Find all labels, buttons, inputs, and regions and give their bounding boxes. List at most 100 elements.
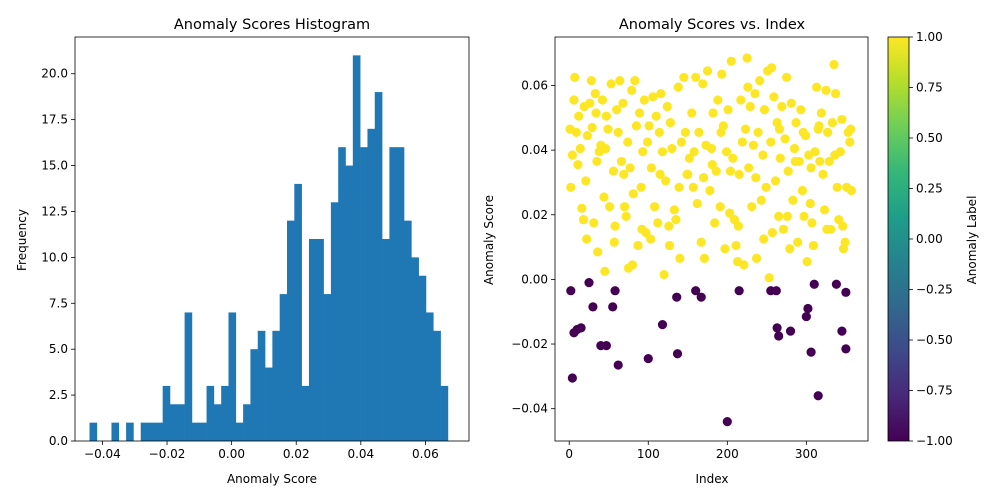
scatter-point-anomaly	[801, 311, 811, 322]
histogram-bar	[433, 330, 441, 441]
histogram-bar	[140, 422, 149, 441]
scatter-point-normal	[671, 215, 681, 225]
scatter-point-normal	[659, 269, 669, 280]
colorbar-tick-label: 0.25	[916, 182, 943, 196]
scatter-point-normal	[687, 108, 697, 118]
histogram-x-ticks: −0.04 −0.02 0.00 0.02 0.04 0.06	[84, 441, 439, 461]
scatter-point-normal	[837, 114, 847, 125]
colorbar-ticks: −1.00 −0.75 −0.50 −0.25 0.00 0.25 0.50 0.75 1.00	[909, 30, 953, 448]
scatter-point-normal	[783, 166, 793, 176]
scatter-point-normal	[628, 189, 638, 199]
histogram-bar	[250, 349, 259, 441]
y-tick-label: −0.04	[511, 402, 548, 416]
y-tick-label: 0.02	[521, 208, 548, 222]
scatter-point-normal	[591, 108, 601, 118]
scatter-point-normal	[717, 69, 727, 79]
x-tick-label: 0.04	[347, 447, 374, 461]
scatter-point-normal	[566, 182, 576, 192]
scatter-point-anomaly	[696, 292, 706, 302]
scatter-point-normal	[698, 79, 708, 89]
scatter-point-normal	[840, 237, 850, 247]
scatter-point-normal	[599, 192, 609, 202]
scatter-point-normal	[608, 166, 619, 176]
histogram-bar	[279, 294, 288, 441]
x-tick-label: 100	[637, 447, 660, 461]
histogram-bar	[396, 147, 405, 441]
scatter-point-normal	[759, 105, 770, 115]
scatter-point-normal	[600, 266, 610, 276]
histogram-bar	[367, 128, 376, 441]
scatter-point-normal	[654, 127, 664, 137]
scatter-point-anomaly	[841, 287, 851, 297]
scatter-point-normal	[706, 143, 717, 154]
scatter-point-anomaly	[837, 326, 847, 336]
scatter-point-normal	[606, 79, 616, 89]
histogram-bar	[89, 422, 98, 441]
scatter-point-normal	[615, 76, 625, 86]
scatter-point-normal	[573, 160, 583, 170]
scatter-point-anomaly	[809, 279, 819, 289]
scatter-point-normal	[775, 153, 785, 163]
scatter-point-normal	[710, 218, 720, 228]
scatter-point-normal	[780, 134, 790, 144]
scatter-point-normal	[810, 147, 820, 157]
scatter-point-normal	[793, 237, 803, 247]
scatter-point-normal	[743, 82, 753, 92]
scatter-point-anomaly	[691, 286, 701, 296]
scatter-point-normal	[699, 253, 709, 263]
scatter-point-normal	[805, 198, 815, 209]
scatter-point-normal	[653, 218, 663, 228]
y-tick-label: 0.06	[521, 78, 548, 92]
scatter-point-anomaly	[643, 353, 653, 364]
scatter-point-normal	[574, 111, 584, 121]
scatter-point-normal	[818, 169, 828, 179]
y-tick-label: 7.5	[49, 296, 68, 310]
histogram-bar	[411, 257, 419, 441]
scatter-point-normal	[604, 202, 615, 212]
scatter-point-normal	[764, 273, 774, 283]
scatter-point-normal	[636, 182, 646, 192]
scatter-point-normal	[761, 182, 771, 192]
histogram-bar	[323, 294, 332, 441]
scatter-point-anomaly	[567, 373, 577, 383]
scatter-point-normal	[675, 253, 685, 263]
scatter-point-normal	[725, 166, 736, 176]
scatter-point-normal	[702, 66, 713, 76]
scatter-point-normal	[665, 118, 676, 128]
x-tick-label: 200	[716, 447, 739, 461]
scatter-point-anomaly	[672, 349, 683, 359]
scatter-point-normal	[728, 153, 738, 163]
scatter-point-normal	[662, 101, 672, 112]
scatter-points	[565, 53, 857, 427]
scatter-point-normal	[815, 156, 825, 167]
scatter-point-anomaly	[813, 391, 823, 401]
histogram-bar	[126, 422, 134, 441]
histogram-bar	[177, 404, 185, 441]
colorbar-gradient	[887, 36, 910, 442]
histogram-bar	[316, 239, 324, 441]
scatter-point-normal	[747, 202, 757, 212]
scatter-point-normal	[679, 72, 689, 82]
scatter-point-normal	[705, 185, 715, 196]
scatter-point-normal	[785, 244, 795, 254]
scatter-point-normal	[567, 150, 577, 160]
histogram-bar	[265, 367, 273, 441]
scatter-point-normal	[814, 121, 824, 131]
histogram-bar	[425, 312, 434, 441]
scatter-point-normal	[649, 202, 660, 212]
scatter-point-normal	[734, 169, 744, 179]
scatter-point-normal	[845, 137, 855, 147]
scatter-point-normal	[589, 218, 599, 228]
histogram-bar	[294, 183, 302, 441]
histogram-bars	[89, 55, 449, 442]
histogram-bar	[338, 147, 346, 441]
scatter-point-normal	[733, 221, 743, 231]
scatter-point-anomaly	[608, 302, 618, 312]
histogram-bar	[345, 165, 354, 442]
scatter-x-label: Index	[695, 472, 728, 486]
scatter-point-normal	[593, 247, 603, 257]
y-tick-label: 0.00	[521, 272, 548, 286]
scatter-point-normal	[651, 111, 661, 121]
scatter-point-normal	[782, 211, 792, 221]
